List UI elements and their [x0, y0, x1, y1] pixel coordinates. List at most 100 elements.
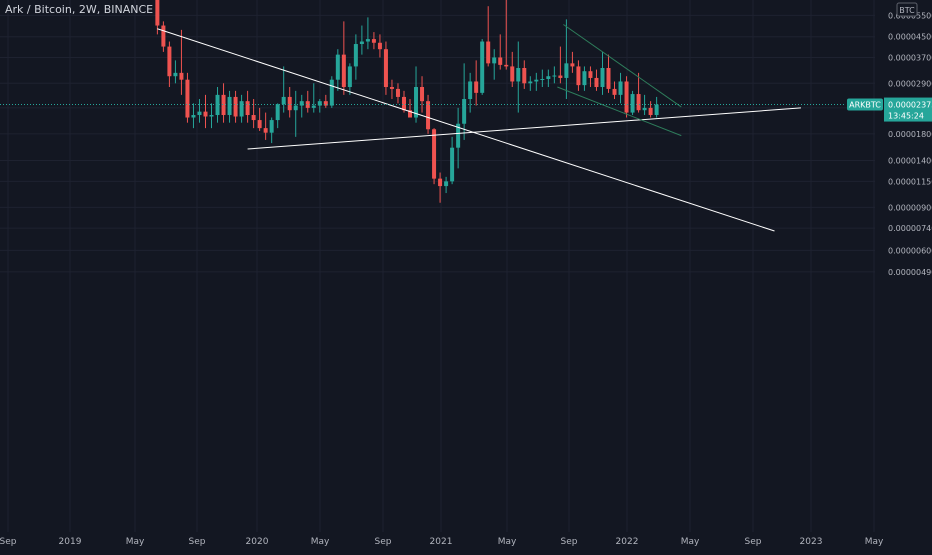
candle-body	[269, 120, 274, 133]
time-tick-label: 2019	[59, 537, 82, 547]
candle	[311, 83, 316, 113]
candle-body	[462, 99, 467, 124]
candle	[359, 25, 364, 55]
candle-body	[624, 81, 629, 113]
channel-lower-line	[247, 107, 802, 150]
candle	[239, 94, 244, 123]
candle	[438, 172, 443, 203]
candle	[444, 176, 449, 194]
candle-body	[414, 87, 419, 118]
candle-body	[215, 94, 220, 116]
time-tick-label: 2023	[800, 537, 823, 547]
price-axis: 0.000540000.000450000.000370000.00029000…	[888, 11, 932, 276]
candle	[383, 41, 388, 95]
candle-body	[197, 111, 202, 116]
time-tick-label: May	[498, 537, 517, 547]
candle-body	[654, 104, 659, 116]
candle-body	[570, 63, 575, 67]
candle	[474, 60, 479, 106]
candle	[275, 103, 280, 129]
candle	[257, 107, 262, 131]
price-tick-label: 0.00002900	[888, 79, 932, 88]
candle-body	[209, 115, 214, 117]
wedge-upper-line	[563, 24, 682, 108]
candle-body	[618, 81, 623, 95]
trendlines	[157, 24, 802, 232]
candle	[155, 0, 160, 35]
candle-body	[161, 25, 166, 47]
candle-body	[564, 63, 569, 78]
candle-body	[293, 105, 298, 111]
candle	[341, 21, 346, 95]
time-tick-label: Sep	[189, 537, 206, 547]
candle	[564, 19, 569, 100]
price-tick-label: 0.00003700	[888, 53, 932, 62]
candle	[546, 69, 551, 88]
currency-badge: BTC	[896, 2, 918, 17]
candle	[185, 72, 190, 123]
candle	[426, 94, 431, 134]
candle-body	[630, 94, 635, 113]
candle	[263, 112, 268, 140]
price-tag-value: 0.00002373	[888, 101, 932, 110]
candle	[516, 41, 521, 113]
candle	[432, 128, 437, 185]
time-tick-label: May	[681, 537, 700, 547]
symbol-title: Ark / Bitcoin, 2W, BINANCE	[5, 3, 154, 16]
candle	[588, 66, 593, 88]
candle-body	[317, 101, 322, 106]
candle	[558, 46, 563, 84]
candle-body	[546, 76, 551, 79]
candle	[618, 72, 623, 104]
candle	[648, 101, 653, 118]
candle	[161, 21, 166, 52]
candle	[305, 90, 310, 113]
candle	[600, 51, 605, 95]
currency-badge-box	[896, 2, 918, 17]
candle	[401, 90, 406, 113]
candle-body	[371, 39, 376, 43]
candle-body	[341, 54, 346, 88]
candle-body	[323, 101, 328, 106]
candle	[552, 66, 557, 84]
candle	[191, 103, 196, 129]
time-tick-label: 2021	[430, 537, 453, 547]
time-tick-label: May	[865, 537, 884, 547]
candle-body	[582, 71, 587, 86]
currency-badge-label: BTC	[899, 6, 915, 15]
candle	[522, 60, 527, 89]
candle-body	[155, 0, 160, 26]
candle-body	[594, 77, 599, 88]
candle-body	[257, 120, 262, 129]
candle	[624, 76, 629, 118]
candle-body	[648, 107, 653, 116]
candle-body	[359, 41, 364, 45]
price-tick-label: 0.00000900	[888, 203, 932, 212]
candle	[462, 63, 467, 140]
symbol-tag-box	[847, 98, 883, 111]
candle	[335, 49, 340, 91]
time-tick-label: Sep	[0, 537, 17, 547]
candle-body	[383, 49, 388, 88]
candle	[504, 0, 509, 70]
candle-body	[642, 107, 647, 111]
candle-body	[287, 96, 292, 111]
candle-body	[389, 87, 394, 89]
time-axis: Sep 2019 May Sep 2020 May Sep 2021 May Sep 2022 May…	[0, 537, 884, 547]
candle-body	[420, 87, 425, 102]
candle	[528, 76, 533, 91]
candle-body	[492, 57, 497, 64]
candle	[450, 136, 455, 185]
price-tick-label: 0.00001800	[888, 130, 932, 139]
candle-body	[426, 101, 431, 130]
candle-body	[203, 111, 208, 117]
candle-body	[167, 46, 172, 77]
candle	[299, 94, 304, 118]
candle	[654, 96, 659, 118]
candle-body	[408, 110, 413, 118]
candle-body	[179, 72, 184, 80]
candle-body	[510, 66, 515, 82]
time-tick-label: 2022	[616, 537, 639, 547]
